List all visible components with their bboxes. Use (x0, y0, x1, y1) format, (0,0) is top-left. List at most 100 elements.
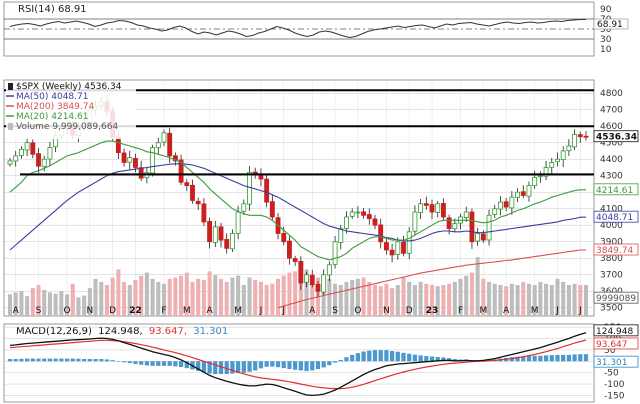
x-axis-label: J (281, 306, 285, 316)
macd-histogram-bar (116, 361, 121, 362)
volume-bar (64, 294, 70, 316)
macd-histogram-bar (253, 361, 258, 371)
candle-body (41, 158, 47, 168)
candle-body (338, 228, 344, 243)
rsi-title: RSI(14) 68.91 (18, 4, 87, 15)
macd-tag-label: 124.948 (596, 327, 633, 337)
volume-bar (196, 278, 201, 316)
candle-body (349, 211, 355, 217)
macd-histogram-bar (532, 355, 537, 362)
macd-histogram-bar (110, 360, 115, 362)
volume-bar (236, 275, 241, 316)
x-axis-label: N (86, 306, 93, 316)
macd-histogram-bar (424, 356, 429, 362)
macd-histogram-bar (150, 361, 155, 366)
volume-bar (70, 283, 75, 316)
macd-histogram-bar (47, 358, 53, 362)
volume-bar (150, 278, 155, 316)
macd-histogram-bar (435, 356, 440, 362)
candle-body (36, 153, 41, 167)
volume-bar (264, 285, 269, 316)
macd-histogram-bar (338, 359, 343, 362)
candle-body (440, 203, 446, 218)
macd-histogram-bar (543, 355, 549, 362)
macd-histogram-bar (99, 359, 104, 362)
macd-histogram-bar (515, 356, 520, 362)
candle-body (378, 224, 384, 243)
volume-bar (13, 292, 18, 316)
candle-body (326, 264, 332, 276)
x-axis-label: A (503, 306, 510, 316)
macd-histogram-bar (24, 358, 30, 362)
candle-body (304, 274, 309, 283)
macd-histogram-bar (275, 361, 281, 368)
macd-histogram-bar (224, 361, 229, 375)
candle-body (235, 211, 241, 234)
volume-bar (492, 283, 497, 316)
volume-bar (201, 280, 206, 316)
candle-body (121, 152, 127, 163)
candle-body (30, 142, 36, 155)
macd-histogram-bar (361, 351, 366, 362)
rsi-last-value-tag: 68.91 (593, 18, 629, 30)
price-tick-label: 4600 (600, 122, 623, 132)
volume-bar (583, 285, 589, 316)
macd-histogram-bar (395, 351, 400, 362)
candle-body (18, 148, 24, 156)
macd-histogram-bar (321, 361, 326, 368)
x-axis-label: F (161, 306, 166, 316)
candle-body (577, 134, 583, 138)
macd-tag-box (593, 337, 639, 350)
volume-bar (338, 285, 343, 316)
rsi-last-value: 68.91 (597, 20, 623, 30)
candle-body (127, 157, 133, 163)
macd-histogram-bar (572, 354, 577, 362)
volume-bar (350, 280, 355, 316)
legend-swatch (8, 83, 13, 90)
price-value-tags: 4536.34 4214.61 4048.71 3849.74 9999089 (593, 130, 639, 304)
candle-body (309, 274, 315, 286)
volume-bar (281, 275, 286, 316)
price-tag-box (593, 291, 639, 304)
volume-bar (116, 269, 121, 316)
candle-body (503, 201, 509, 208)
volume-bar (327, 278, 332, 316)
volume-bar (87, 288, 92, 316)
candle-body (292, 258, 298, 262)
volume-bar (247, 277, 252, 316)
candle-body (418, 203, 424, 213)
candle-body (138, 167, 144, 179)
volume-bar (475, 257, 480, 316)
volume-bar (287, 272, 292, 316)
macd-histogram-bar (64, 358, 70, 362)
macd-tick-label: -50 (604, 369, 619, 379)
macd-histogram-bar (30, 358, 35, 362)
volume-bar (395, 285, 400, 316)
price-panel: 4800470046004500440043004200410040003900… (3, 79, 639, 317)
macd-tag-label: 93.647 (596, 340, 628, 350)
volume-bar (93, 278, 98, 316)
volume-bar (53, 293, 58, 316)
volume-bar (464, 275, 469, 316)
macd-panel: MACD(12,26,9) 124.948, 93.647, 31.301 15… (3, 323, 639, 403)
volume-bar (544, 283, 549, 316)
macd-histogram-bar (144, 361, 149, 366)
volume-bar (333, 283, 338, 316)
macd-histogram-bar (139, 361, 144, 365)
macd-histogram-bar (121, 361, 127, 363)
volume-bar (441, 285, 446, 316)
macd-histogram-bar (561, 354, 566, 362)
macd-histogram-bar (133, 361, 138, 365)
candle-body (549, 162, 555, 168)
volume-bar (418, 281, 423, 316)
macd-histogram-bar (310, 361, 315, 371)
candle-body (463, 211, 469, 219)
volume-bar (253, 280, 258, 316)
candle-body (167, 132, 173, 157)
volume-bar (190, 281, 195, 316)
ma20-line (9, 140, 586, 261)
volume-bar (167, 278, 172, 316)
price-tag-label: 3849.74 (596, 246, 633, 256)
volume-bar (361, 277, 366, 316)
